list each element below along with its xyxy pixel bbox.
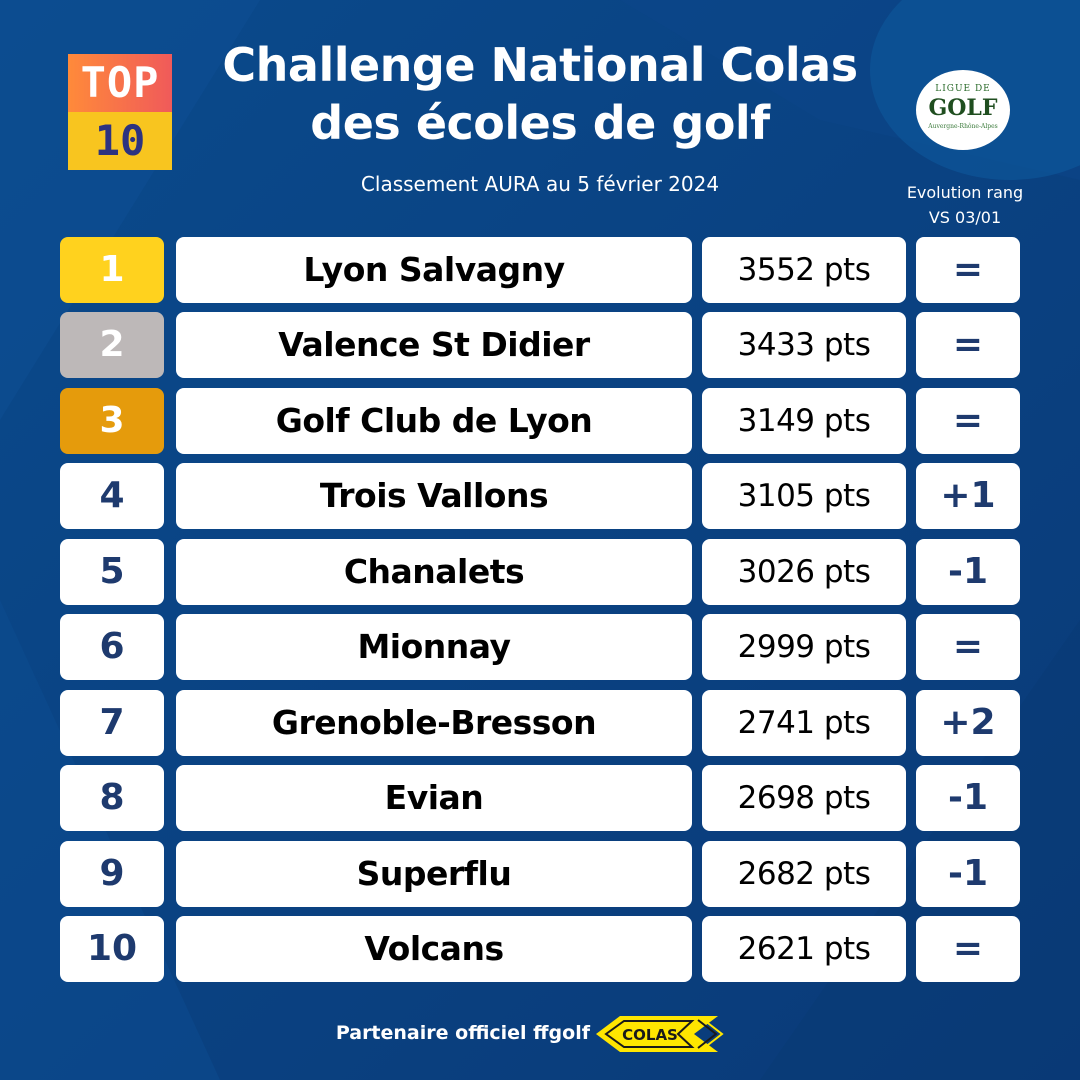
points-cell: 2698 pts [702, 765, 906, 831]
evolution-cell: = [916, 916, 1020, 982]
club-name-cell: Golf Club de Lyon [176, 388, 692, 454]
club-name-cell: Valence St Didier [176, 312, 692, 378]
club-name-cell: Volcans [176, 916, 692, 982]
evolution-cell: = [916, 388, 1020, 454]
points-cell: 3552 pts [702, 237, 906, 303]
logo-line-2: GOLF [928, 95, 998, 121]
badge-number-text: 10 [68, 112, 172, 170]
evolution-header-line-2: VS 03/01 [928, 208, 1002, 227]
badge-top-text: TOP [68, 54, 172, 112]
evolution-cell: -1 [916, 539, 1020, 605]
evolution-cell: = [916, 614, 1020, 680]
evolution-cell: -1 [916, 841, 1020, 907]
colas-logo: COLAS [596, 1016, 724, 1052]
rank-cell: 10 [60, 916, 164, 982]
evolution-header-line-1: Evolution rang [906, 183, 1024, 202]
partner-text: Partenaire officiel ffgolf [335, 1022, 590, 1044]
evolution-cell: +1 [916, 463, 1020, 529]
evolution-cell: = [916, 312, 1020, 378]
points-cell: 3433 pts [702, 312, 906, 378]
logo-line-1: LIGUE DE [935, 84, 991, 94]
evolution-cell: = [916, 237, 1020, 303]
table-row: 5 Chanalets 3026 pts -1 [0, 539, 1080, 605]
title-line-1: Challenge National Colas [222, 38, 858, 92]
club-name-cell: Mionnay [176, 614, 692, 680]
table-row: 9 Superflu 2682 pts -1 [0, 841, 1080, 907]
points-cell: 2999 pts [702, 614, 906, 680]
evolution-cell: +2 [916, 690, 1020, 756]
club-name-cell: Trois Vallons [176, 463, 692, 529]
table-row: 4 Trois Vallons 3105 pts +1 [0, 463, 1080, 529]
evolution-cell: -1 [916, 765, 1020, 831]
table-row: 10 Volcans 2621 pts = [0, 916, 1080, 982]
logo-line-3: Auvergne-Rhône-Alpes [928, 123, 998, 130]
rank-cell: 2 [60, 312, 164, 378]
table-row: 6 Mionnay 2999 pts = [0, 614, 1080, 680]
top10-badge: TOP 10 [68, 54, 172, 170]
points-cell: 3149 pts [702, 388, 906, 454]
club-name-cell: Superflu [176, 841, 692, 907]
rank-cell: 9 [60, 841, 164, 907]
title-line-2: des écoles de golf [310, 96, 770, 150]
page-subtitle: Classement AURA au 5 février 2024 [360, 172, 720, 196]
rank-cell: 3 [60, 388, 164, 454]
table-row: 1 Lyon Salvagny 3552 pts = [0, 237, 1080, 303]
rank-cell: 8 [60, 765, 164, 831]
ligue-golf-logo: LIGUE DE GOLF Auvergne-Rhône-Alpes [916, 70, 1010, 150]
points-cell: 3105 pts [702, 463, 906, 529]
rank-cell: 4 [60, 463, 164, 529]
rank-cell: 6 [60, 614, 164, 680]
colas-logo-text: COLAS [622, 1026, 678, 1044]
table-row: 3 Golf Club de Lyon 3149 pts = [0, 388, 1080, 454]
rank-cell: 5 [60, 539, 164, 605]
club-name-cell: Chanalets [176, 539, 692, 605]
footer: Partenaire officiel ffgolf COLAS [0, 1008, 1080, 1058]
rank-cell: 1 [60, 237, 164, 303]
evolution-column-header: Evolution rang VS 03/01 [898, 180, 1032, 230]
points-cell: 2682 pts [702, 841, 906, 907]
club-name-cell: Evian [176, 765, 692, 831]
points-cell: 3026 pts [702, 539, 906, 605]
page-title: Challenge National Colas des écoles de g… [200, 36, 880, 152]
points-cell: 2621 pts [702, 916, 906, 982]
table-row: 7 Grenoble-Bresson 2741 pts +2 [0, 690, 1080, 756]
club-name-cell: Lyon Salvagny [176, 237, 692, 303]
club-name-cell: Grenoble-Bresson [176, 690, 692, 756]
table-row: 8 Evian 2698 pts -1 [0, 765, 1080, 831]
table-row: 2 Valence St Didier 3433 pts = [0, 312, 1080, 378]
points-cell: 2741 pts [702, 690, 906, 756]
rank-cell: 7 [60, 690, 164, 756]
